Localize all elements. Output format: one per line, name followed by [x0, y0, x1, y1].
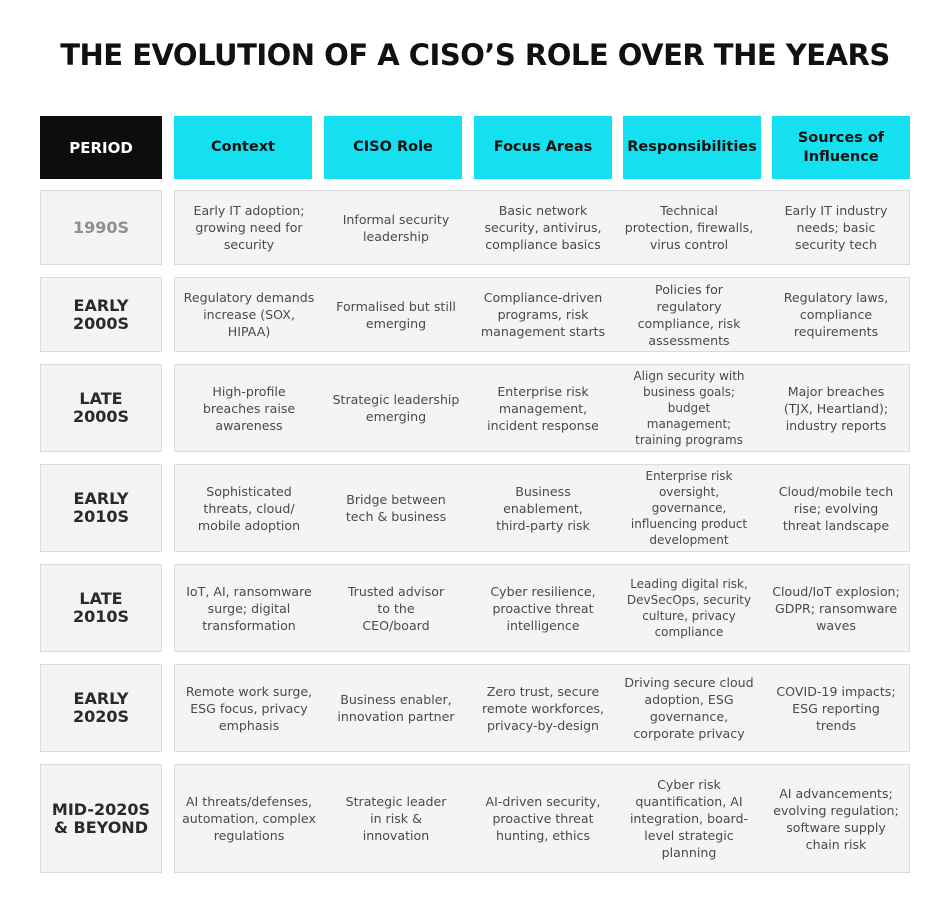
context-cell: Sophisticated threats, cloud/ mobile ado…: [197, 483, 301, 533]
header-context: Context: [174, 116, 312, 179]
responsibilities-cell: Leading digital risk, DevSecOps, securit…: [626, 577, 752, 639]
sources-cell: Cloud/mobile tech rise; evolving threat …: [778, 483, 894, 533]
sources-cell: COVID-19 impacts; ESG reporting trends: [776, 683, 896, 733]
responsibilities-cell: Align security with business goals; budg…: [633, 369, 745, 447]
focus-areas-cell: Basic network security, antivirus, compl…: [484, 203, 602, 252]
ciso-role-cell: Business enabler, innovation partner: [337, 692, 455, 724]
ciso-role-cell: Trusted advisor to the CEO/board: [347, 583, 445, 633]
period-box: [40, 277, 162, 352]
ciso-role-cell: Strategic leader in risk & innovation: [345, 794, 447, 843]
focus-areas-cell: Enterprise risk management, incident res…: [487, 383, 599, 433]
header-focus-areas: Focus Areas: [474, 116, 612, 179]
responsibilities-cell: Technical protection, firewalls, virus c…: [624, 203, 754, 252]
row-box: [174, 190, 910, 265]
context-cell: High-profile breaches raise awareness: [202, 383, 296, 433]
ciso-role-cell: Strategic leadership emerging: [332, 392, 460, 424]
focus-areas-cell: Cyber resilience, proactive threat intel…: [490, 583, 596, 633]
sources-cell: Major breaches (TJX, Heartland); industr…: [783, 383, 889, 433]
context-cell: Early IT adoption; growing need for secu…: [193, 203, 305, 252]
context-cell: Remote work surge, ESG focus, privacy em…: [185, 683, 313, 733]
period-label: EARLY 2020S: [72, 689, 130, 726]
responsibilities-cell: Policies for regulatory compliance, risk…: [637, 281, 741, 348]
row-box: [174, 664, 910, 752]
context-cell: AI threats/defenses, automation, complex…: [182, 794, 316, 843]
ciso-role-cell: Bridge between tech & business: [345, 492, 447, 524]
row-box: [174, 564, 910, 652]
period-box: [40, 464, 162, 552]
page-title: THE EVOLUTION OF A CISO’S ROLE OVER THE …: [60, 38, 890, 72]
sources-cell: Regulatory laws, compliance requirements: [783, 290, 889, 339]
focus-areas-cell: Compliance-driven programs, risk managem…: [480, 290, 606, 339]
focus-areas-cell: AI-driven security, proactive threat hun…: [485, 794, 601, 843]
row-box: [174, 277, 910, 352]
period-label: MID-2020S & BEYOND: [51, 799, 151, 837]
sources-cell: Cloud/IoT explosion; GDPR; ransomware wa…: [772, 583, 900, 633]
period-label: EARLY 2010S: [72, 489, 130, 526]
context-cell: IoT, AI, ransomware surge; digital trans…: [186, 583, 312, 633]
row-box: [174, 464, 910, 552]
focus-areas-cell: Business enablement, third-party risk: [496, 483, 590, 533]
period-label: 1990S: [72, 217, 130, 237]
context-cell: Regulatory demands increase (SOX, HIPAA): [183, 290, 315, 339]
responsibilities-cell: Cyber risk quantification, AI integratio…: [629, 777, 749, 860]
period-label: LATE 2010S: [72, 589, 130, 626]
header-ciso-role: CISO Role: [324, 116, 462, 179]
header-period: PERIOD: [40, 116, 162, 179]
focus-areas-cell: Zero trust, secure remote workforces, pr…: [481, 683, 605, 733]
period-box: [40, 564, 162, 652]
responsibilities-cell: Driving secure cloud adoption, ESG gover…: [624, 675, 754, 741]
period-label: EARLY 2000S: [72, 295, 130, 333]
header-sources-of-influence: Sources of Influence: [772, 116, 910, 179]
header-responsibilities: Responsibilities: [623, 116, 761, 179]
ciso-role-cell: Formalised but still emerging: [336, 298, 456, 331]
period-box: [40, 664, 162, 752]
ciso-role-cell: Informal security leadership: [342, 211, 450, 244]
sources-cell: Early IT industry needs; basic security …: [784, 203, 888, 252]
period-box: [40, 764, 162, 873]
row-box: [174, 764, 910, 873]
row-box: [174, 364, 910, 452]
period-box: [40, 364, 162, 452]
period-label: LATE 2000S: [72, 389, 130, 426]
responsibilities-cell: Enterprise risk oversight, governance, i…: [630, 469, 748, 547]
period-box: [40, 190, 162, 265]
sources-cell: AI advancements; evolving regulation; so…: [773, 785, 899, 852]
